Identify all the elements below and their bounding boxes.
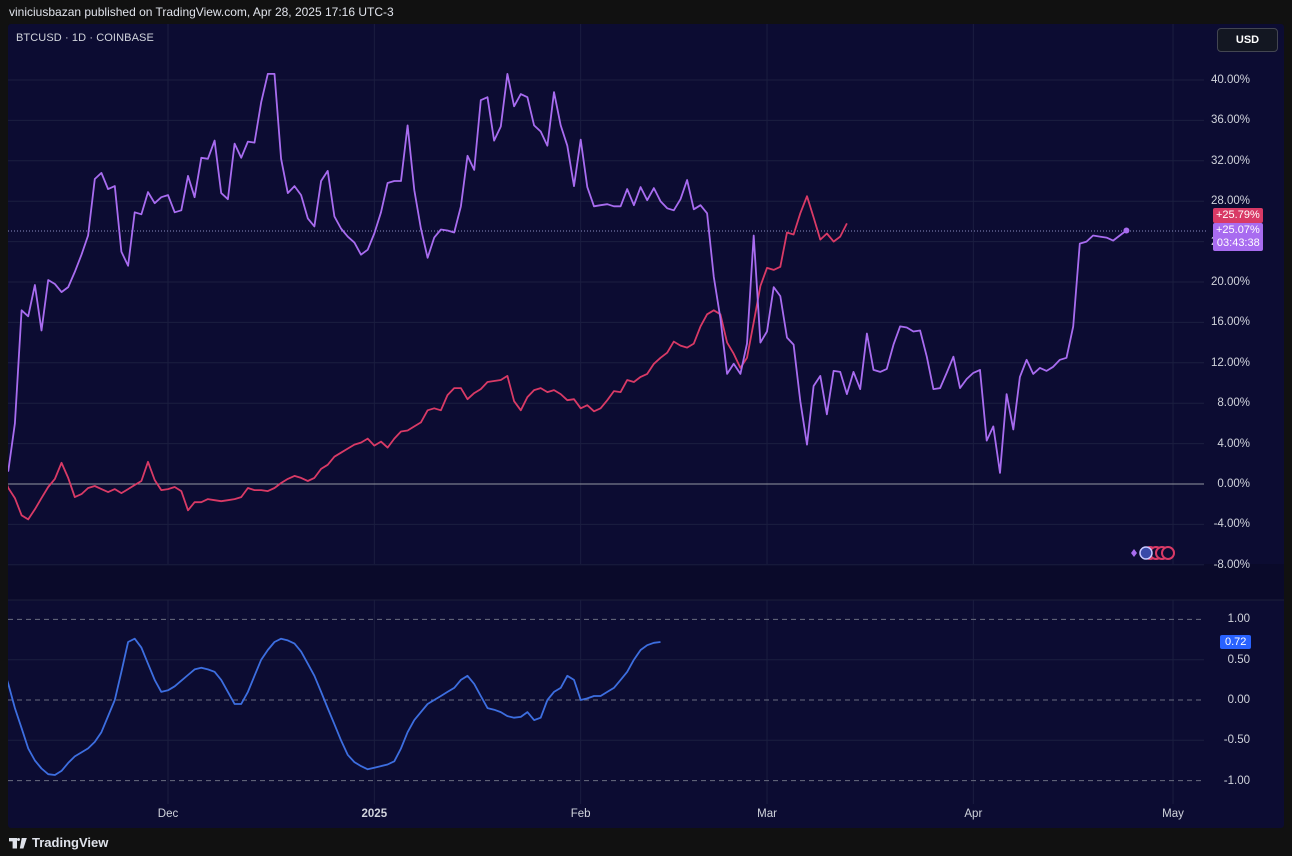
publisher-line: viniciusbazan published on TradingView.c… (9, 5, 394, 19)
y-tick-label: 36.00% (1210, 114, 1250, 127)
y-tick-label: 28.00% (1210, 195, 1250, 208)
publisher-bar: viniciusbazan published on TradingView.c… (0, 0, 1292, 24)
footer-bar: TradingView (0, 828, 1292, 856)
price-tag-countdown: 03:43:38 (1216, 237, 1260, 249)
y-tick-label: -4.00% (1213, 518, 1250, 531)
brand-name: TradingView (32, 835, 109, 850)
price-tag-red: +25.79% (1213, 208, 1263, 223)
y-tick-label: -8.00% (1213, 558, 1250, 571)
series-line-purple (8, 73, 1127, 474)
y-tick-label: 8.00% (1217, 397, 1250, 410)
y-tick-label: 12.00% (1210, 356, 1250, 369)
x-tick-label: May (1162, 808, 1184, 820)
price-tag-purple: +25.07% 03:43:38 (1213, 223, 1263, 251)
price-tag-purple-value: +25.07% (1216, 224, 1260, 236)
osc-tick-label: -1.00 (1223, 774, 1250, 787)
pane-separator (8, 564, 1284, 600)
correlation-line (8, 637, 661, 776)
y-tick-label: 16.00% (1210, 316, 1250, 329)
series-line-pink (8, 195, 848, 521)
chart-canvas[interactable] (8, 24, 1284, 828)
symbol-title[interactable]: BTCUSD · 1D · COINBASE (16, 32, 154, 44)
x-tick-label: Feb (570, 808, 591, 820)
event-marker-flag-icon (1139, 546, 1153, 560)
x-tick-label: Dec (157, 808, 179, 820)
osc-tick-label: 0.50 (1227, 653, 1250, 666)
osc-tick-label: -0.50 (1223, 734, 1250, 747)
currency-button[interactable]: USD (1217, 28, 1278, 52)
y-tick-label: 4.00% (1217, 437, 1250, 450)
y-tick-label: 0.00% (1217, 478, 1250, 490)
event-marker-icon (1161, 546, 1175, 560)
event-sparkle-icon (1131, 549, 1137, 557)
tradingview-logo-icon (9, 837, 27, 849)
series-last-dot (1123, 227, 1130, 234)
osc-tick-label: 0.00 (1227, 694, 1250, 706)
y-tick-label: 32.00% (1210, 154, 1250, 167)
x-tick-label: Mar (757, 808, 777, 820)
y-tick-label: 20.00% (1210, 276, 1250, 288)
tradingview-logo[interactable]: TradingView (9, 835, 108, 850)
x-tick-label: 2025 (361, 808, 388, 820)
y-tick-label: 40.00% (1210, 74, 1250, 86)
correlation-tag: 0.72 (1220, 635, 1252, 649)
chart-frame[interactable]: BTCUSD · 1D · COINBASE USD 40.00% 36.00% 3… (8, 24, 1284, 828)
x-tick-label: Apr (964, 808, 983, 820)
osc-tick-label: 1.00 (1227, 613, 1250, 626)
